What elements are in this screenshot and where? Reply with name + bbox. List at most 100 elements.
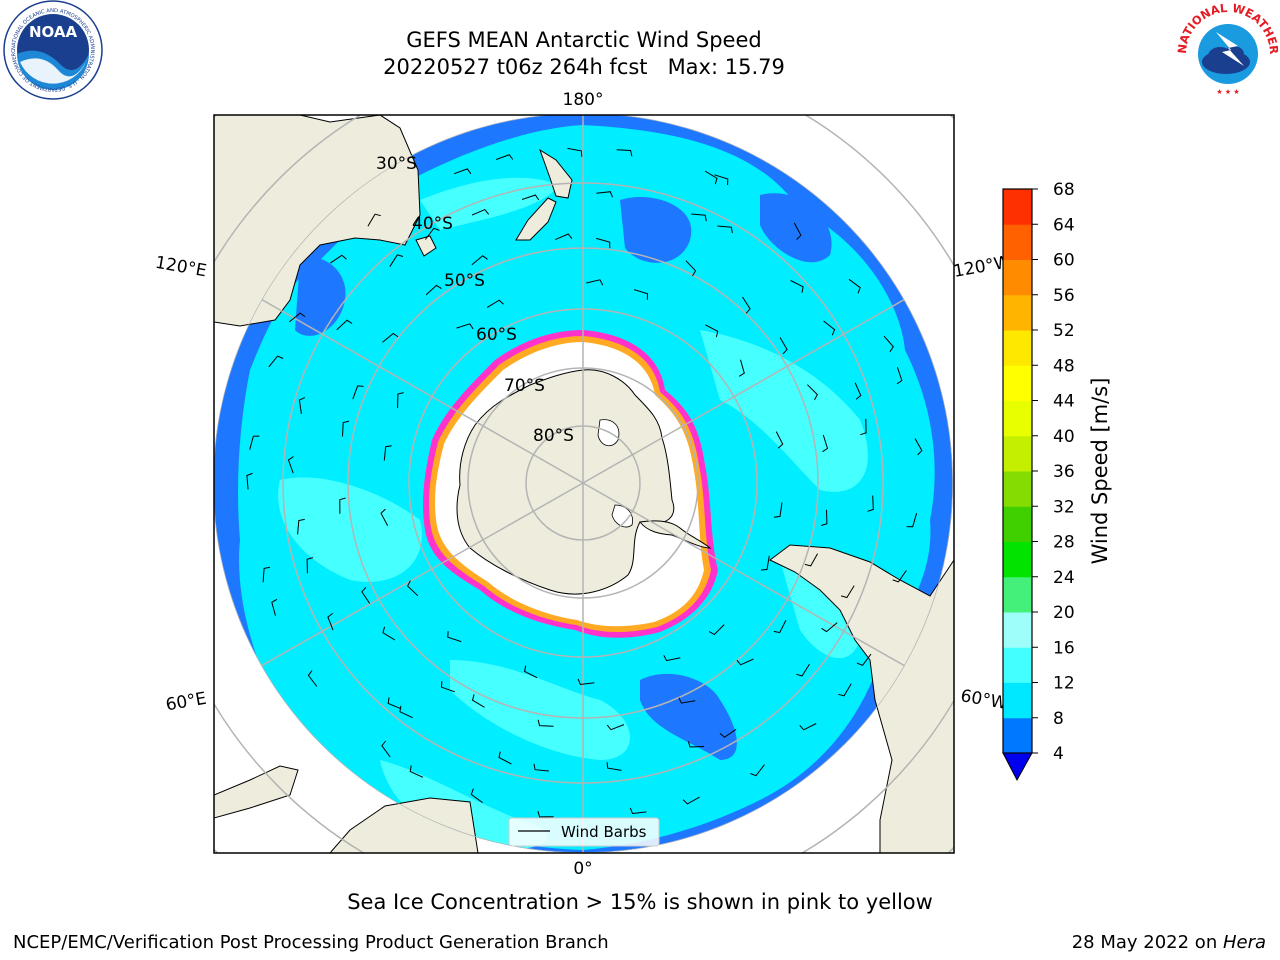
wind-barb bbox=[287, 456, 294, 474]
map-frame bbox=[213, 114, 955, 854]
wind-barb bbox=[738, 359, 745, 377]
wind-barb bbox=[856, 653, 872, 666]
wind-barb bbox=[524, 665, 538, 679]
colorbar-cell bbox=[1003, 330, 1032, 366]
wind-barb bbox=[533, 763, 550, 772]
wind-barb bbox=[854, 382, 862, 400]
wind-barb bbox=[606, 724, 625, 731]
colorbar-cell bbox=[1003, 259, 1032, 296]
colorbar-tick-label: 52 bbox=[1053, 321, 1075, 341]
wind-barb bbox=[471, 694, 485, 708]
footer-host: Hera bbox=[1222, 932, 1266, 953]
longitude-lines bbox=[214, 115, 953, 853]
wind-barb bbox=[848, 278, 861, 294]
wind-barb bbox=[793, 222, 802, 240]
lon-label-180: 180° bbox=[563, 90, 604, 110]
colorbar-cell bbox=[1003, 576, 1032, 613]
wind-barb bbox=[367, 213, 381, 227]
wind-barb bbox=[409, 765, 424, 778]
wind-barb bbox=[704, 170, 718, 185]
colorbar-tick-label: 64 bbox=[1053, 215, 1075, 235]
wind-barb bbox=[678, 697, 696, 704]
wind-barb bbox=[719, 728, 737, 738]
lon-label-0: 0° bbox=[573, 859, 592, 879]
wind-barb bbox=[389, 254, 404, 267]
wind-barb bbox=[717, 225, 733, 234]
wind-barb bbox=[336, 319, 353, 331]
wind-barb bbox=[425, 227, 440, 240]
wind-barb bbox=[399, 705, 413, 719]
colorbar-tick-label: 8 bbox=[1053, 709, 1064, 729]
wind-barb bbox=[867, 495, 874, 512]
wind-barb bbox=[297, 518, 305, 535]
noaa-logo: NOAA NATIONAL OCEANIC AND ATMOSPHERIC AD… bbox=[0, 0, 103, 100]
wind-barb bbox=[537, 810, 554, 818]
wind-barb bbox=[586, 279, 604, 286]
wind-barb bbox=[307, 670, 318, 687]
colorbar-cell bbox=[1003, 541, 1032, 578]
wind-barb bbox=[822, 434, 829, 453]
wind-barb bbox=[796, 663, 810, 677]
wind-barb bbox=[682, 796, 700, 805]
colorbar-cell bbox=[1003, 400, 1032, 437]
wind-barb bbox=[596, 237, 611, 249]
wind-field-12-16 bbox=[780, 560, 860, 659]
wind-barb bbox=[799, 723, 817, 731]
wind-barb bbox=[823, 320, 836, 336]
wind-barb bbox=[471, 208, 489, 216]
wind-barb bbox=[633, 289, 649, 300]
lat-label-60s: 60°S bbox=[476, 325, 517, 345]
colorbar-label: Wind Speed [m/s] bbox=[1088, 378, 1112, 565]
wind-barb bbox=[736, 658, 754, 666]
colorbar-tick-label: 28 bbox=[1053, 533, 1075, 553]
wind-barb bbox=[342, 420, 350, 437]
noaa-logo-text: NOAA bbox=[29, 23, 78, 41]
footer-date-text: 28 May 2022 on bbox=[1071, 932, 1223, 953]
colorbar-cell bbox=[1003, 647, 1032, 683]
wind-barb bbox=[860, 418, 867, 436]
wind-barb bbox=[456, 323, 474, 330]
wind-barb bbox=[306, 557, 314, 574]
wind-barb bbox=[440, 681, 455, 693]
wind-barb bbox=[606, 762, 622, 771]
wind-barb bbox=[486, 299, 504, 308]
wind-barb bbox=[892, 570, 907, 583]
lon-label-60e: 60°E bbox=[164, 689, 208, 716]
wind-barb bbox=[821, 622, 838, 633]
wind-field-12-16 bbox=[420, 177, 560, 230]
lat-label-30s: 30°S bbox=[376, 154, 417, 174]
colorbar-cell bbox=[1003, 471, 1032, 507]
colorbar-cell bbox=[1003, 294, 1032, 331]
tasmania-landmass bbox=[415, 235, 437, 257]
colorbar-cell bbox=[1003, 365, 1032, 401]
colorbar-tick-label: 44 bbox=[1053, 392, 1075, 412]
wind-barb bbox=[352, 385, 364, 400]
wind-barb bbox=[327, 613, 334, 631]
wind-field-4-8 bbox=[620, 196, 692, 263]
wind-barb bbox=[687, 741, 705, 748]
wind-barb bbox=[380, 508, 389, 526]
lat-label-80s: 80°S bbox=[533, 426, 574, 446]
wind-barb bbox=[906, 513, 918, 528]
wind-barb bbox=[838, 683, 852, 697]
colorbar-cell bbox=[1003, 435, 1032, 472]
wind-barb bbox=[663, 655, 681, 662]
wind-barb bbox=[298, 397, 306, 414]
wind-barb bbox=[773, 502, 783, 518]
wind-barb bbox=[685, 260, 697, 277]
wind-barbs-legend: Wind Barbs bbox=[508, 817, 660, 847]
wind-barb bbox=[629, 807, 647, 815]
wind-barb bbox=[760, 555, 770, 571]
wind-barb bbox=[896, 367, 903, 385]
wind-barb bbox=[406, 580, 419, 597]
wind-field-4-8 bbox=[640, 673, 737, 760]
new-zealand-landmass bbox=[539, 148, 573, 199]
colorbar-tick-label: 60 bbox=[1053, 251, 1075, 271]
colorbar-tick-label: 48 bbox=[1053, 356, 1075, 376]
wind-barb bbox=[339, 497, 346, 514]
colorbar-cell bbox=[1003, 717, 1032, 754]
colorbar-tick-label: 36 bbox=[1053, 462, 1075, 482]
wind-barb bbox=[330, 254, 347, 264]
